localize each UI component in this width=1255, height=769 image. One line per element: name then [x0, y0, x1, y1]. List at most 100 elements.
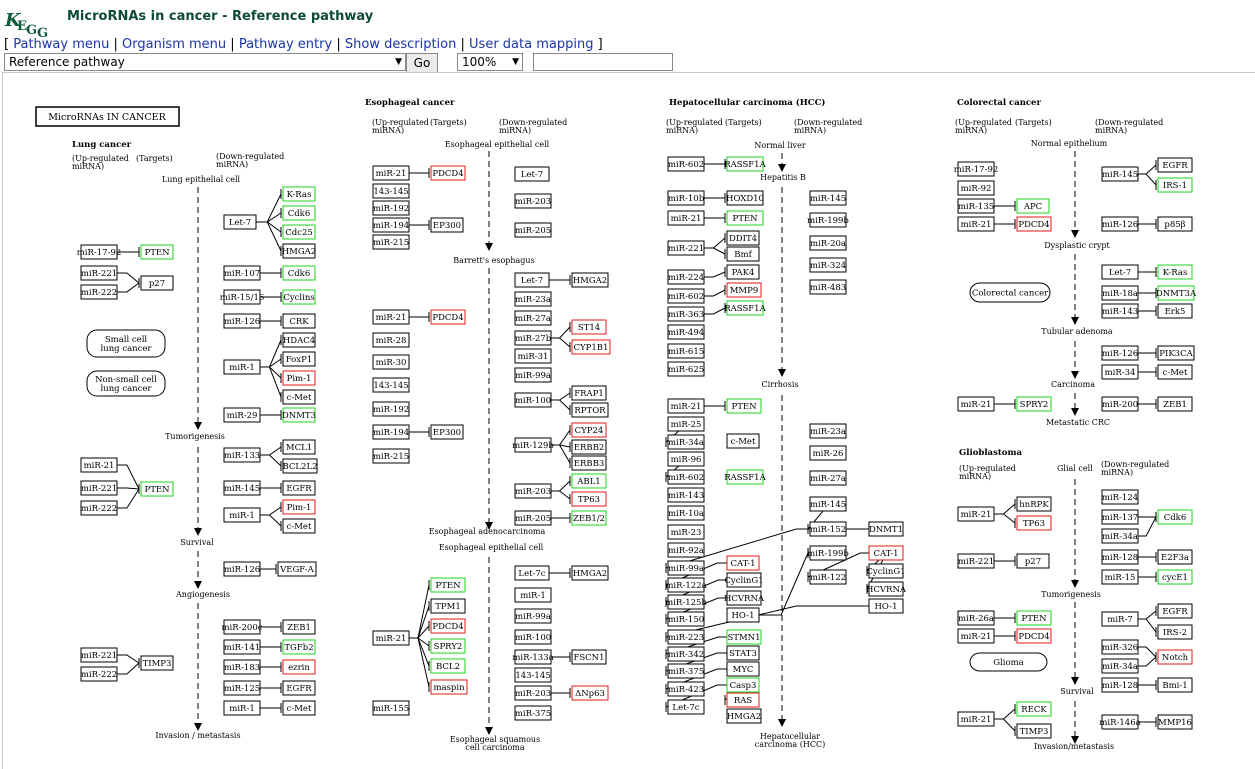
- gene-node-e2f3a[interactable]: E2F3a: [1157, 549, 1193, 565]
- gene-node-label[interactable]: ZEB1: [287, 623, 311, 633]
- gene-node-mir-221[interactable]: miR-221: [80, 480, 118, 496]
- gene-node-label[interactable]: miR-100: [515, 396, 551, 406]
- gene-node-box[interactable]: [1101, 285, 1139, 301]
- gene-node-box[interactable]: [667, 505, 705, 521]
- gene-node-box[interactable]: [282, 700, 316, 716]
- gene-node-label[interactable]: miR-29: [227, 411, 258, 421]
- gene-node-label[interactable]: CYP24: [575, 426, 604, 436]
- gene-node-label[interactable]: miR-27a: [810, 474, 846, 484]
- gene-node-box[interactable]: [571, 439, 607, 455]
- gene-node-mir-324[interactable]: miR-324: [809, 257, 847, 273]
- gene-node-box[interactable]: [667, 210, 705, 226]
- gene-node-label[interactable]: miR-221: [668, 244, 704, 254]
- gene-node-mir-17-92[interactable]: miR-17-92: [77, 244, 122, 260]
- gene-node-box[interactable]: [667, 398, 705, 414]
- gene-node-ras[interactable]: RAS: [726, 692, 760, 708]
- gene-node-bcl2[interactable]: BCL2: [430, 658, 466, 674]
- gene-node-label[interactable]: miR-34a: [1102, 532, 1138, 542]
- gene-node-pik3ca[interactable]: PIK3CA: [1157, 345, 1195, 361]
- gene-node-box[interactable]: [282, 639, 316, 655]
- gene-node-box[interactable]: [514, 310, 552, 326]
- gene-node-p27[interactable]: p27: [140, 275, 174, 291]
- gene-node-let-7[interactable]: Let-7: [1101, 264, 1139, 280]
- gene-node-box[interactable]: [1016, 723, 1052, 739]
- disease-label-box[interactable]: [969, 652, 1048, 672]
- gene-node-mir-150[interactable]: miR-150: [667, 611, 705, 627]
- gene-node-label[interactable]: APC: [1023, 202, 1042, 212]
- gene-node-box[interactable]: [1101, 216, 1139, 232]
- gene-node-label[interactable]: miR-203: [515, 689, 551, 699]
- gene-node-box[interactable]: [868, 545, 904, 561]
- gene-node-label[interactable]: miR-224: [668, 273, 704, 283]
- go-button[interactable]: Go: [406, 53, 438, 73]
- gene-node-label[interactable]: miR-1: [229, 363, 254, 373]
- gene-node-rassf1a[interactable]: RASSF1A: [724, 300, 767, 316]
- gene-node-box[interactable]: [372, 448, 410, 464]
- gene-node-mir-25[interactable]: miR-25: [667, 416, 705, 432]
- gene-node-mir-200[interactable]: miR-200: [1101, 396, 1139, 412]
- gene-node-box[interactable]: [571, 685, 609, 701]
- gene-node-label[interactable]: miR-23a: [515, 295, 551, 305]
- gene-node-box[interactable]: [726, 246, 760, 262]
- gene-node-myc[interactable]: MYC: [726, 661, 760, 677]
- gene-node-label[interactable]: miR-92: [961, 184, 992, 194]
- gene-node-143-145[interactable]: 143-145: [514, 667, 552, 683]
- gene-node-box[interactable]: [667, 560, 705, 576]
- gene-node-143-145[interactable]: 143-145: [372, 183, 410, 199]
- gene-node-label[interactable]: BCL2: [436, 662, 460, 672]
- gene-node-label[interactable]: PDCD4: [432, 622, 463, 632]
- gene-node-box[interactable]: [282, 313, 316, 329]
- gene-node-box[interactable]: [667, 681, 705, 697]
- gene-node-label[interactable]: miR-215: [373, 452, 409, 462]
- gene-node-mir-615[interactable]: miR-615: [667, 343, 705, 359]
- gene-node-label[interactable]: miR-200c: [221, 623, 262, 633]
- gene-node-mir-200c[interactable]: miR-200c: [221, 619, 263, 635]
- gene-node-rassf1a[interactable]: RASSF1A: [724, 469, 767, 485]
- gene-node-label[interactable]: miR-124: [1102, 493, 1138, 503]
- gene-node-label[interactable]: miR-92a: [668, 546, 704, 556]
- gene-node-box[interactable]: [282, 224, 316, 240]
- gene-node-box[interactable]: [1016, 396, 1052, 412]
- gene-node-label[interactable]: miR-625: [668, 365, 704, 375]
- gene-node-label[interactable]: 143-145: [373, 381, 408, 391]
- gene-node-label[interactable]: K-Ras: [287, 190, 312, 200]
- gene-node-mir-21[interactable]: miR-21: [957, 216, 995, 232]
- gene-node-mir-224[interactable]: miR-224: [667, 269, 705, 285]
- gene-node-label[interactable]: miR-128: [1102, 681, 1138, 691]
- gene-node-box[interactable]: [223, 407, 261, 423]
- gene-node-timp3[interactable]: TIMP3: [1016, 723, 1052, 739]
- gene-node-label[interactable]: miR-146a: [1099, 718, 1140, 728]
- gene-node-label[interactable]: PIK3CA: [1159, 349, 1193, 359]
- gene-node-box[interactable]: [667, 306, 705, 322]
- gene-node-dnmt3[interactable]: DNMT3: [282, 407, 316, 423]
- gene-node-label[interactable]: miR-27a: [515, 314, 551, 324]
- gene-node-mir-205[interactable]: miR-205: [514, 510, 552, 526]
- gene-node-box[interactable]: [571, 319, 607, 335]
- gene-node-ho-1[interactable]: HO-1: [726, 607, 760, 623]
- gene-node-box[interactable]: [80, 647, 118, 663]
- gene-node-box[interactable]: [282, 518, 316, 534]
- gene-node-label[interactable]: HMGA2: [573, 569, 607, 579]
- gene-node-box[interactable]: [667, 324, 705, 340]
- gene-node-label[interactable]: c-Met: [287, 522, 312, 532]
- gene-node-box[interactable]: [726, 264, 760, 280]
- gene-node-box[interactable]: [667, 416, 705, 432]
- gene-node-casp3[interactable]: Casp3: [726, 677, 760, 693]
- gene-node-label[interactable]: miR-615: [668, 347, 704, 357]
- gene-node-pten[interactable]: PTEN: [430, 577, 466, 593]
- gene-node-cdk6[interactable]: Cdk6: [282, 205, 316, 221]
- gene-node-box[interactable]: [514, 437, 552, 453]
- gene-node-label[interactable]: hnRPK: [1019, 500, 1049, 510]
- gene-node-label[interactable]: SPRY2: [434, 642, 463, 652]
- gene-node-label[interactable]: c-Met: [287, 704, 312, 714]
- gene-node-label[interactable]: ZEB1: [1163, 400, 1187, 410]
- gene-node-label[interactable]: DDIT4: [729, 234, 757, 244]
- gene-node-mir-363[interactable]: miR-363: [667, 306, 705, 322]
- gene-node-mir-145[interactable]: miR-145: [809, 496, 847, 512]
- zoom-select[interactable]: 100% ▼: [457, 53, 523, 71]
- gene-node-mir-126[interactable]: miR-126: [223, 313, 261, 329]
- gene-node-tp63[interactable]: TP63: [1016, 515, 1052, 531]
- gene-node-label[interactable]: K-Ras: [1163, 268, 1188, 278]
